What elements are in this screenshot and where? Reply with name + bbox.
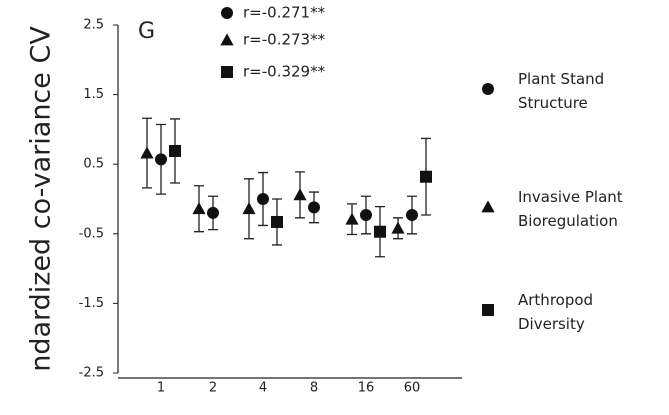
marker-square <box>169 144 181 157</box>
marker-circle <box>308 201 320 214</box>
y-tick-label: -0.5 <box>79 226 104 241</box>
annotation: r=-0.329** <box>243 63 326 81</box>
x-tick-label: 16 <box>358 381 375 396</box>
panel-label: G <box>138 19 155 44</box>
marker-square <box>420 170 432 183</box>
marker-square <box>271 215 283 228</box>
y-tick-label: -2.5 <box>79 366 104 381</box>
marker-triangle <box>293 188 307 201</box>
marker-triangle <box>345 212 359 225</box>
marker-circle <box>482 83 494 95</box>
annotation: r=-0.273** <box>243 31 326 49</box>
marker-square <box>221 66 233 78</box>
marker-triangle <box>242 202 256 215</box>
legend-entry: Plant Stand Structure <box>518 70 605 112</box>
marker-triangle <box>220 33 234 46</box>
marker-triangle <box>140 146 154 159</box>
marker-circle <box>257 193 269 205</box>
marker-triangle <box>391 221 405 234</box>
x-tick-label: 1 <box>157 381 165 396</box>
y-tick-label: 0.5 <box>83 157 104 172</box>
marker-triangle <box>481 200 495 213</box>
y-tick-label: 1.5 <box>83 87 104 102</box>
legend-entry: Arthropod Diversity <box>518 291 594 333</box>
marker-circle <box>221 7 233 19</box>
marker-square <box>482 304 494 316</box>
x-tick-label: 4 <box>259 381 267 396</box>
marker-triangle <box>192 202 206 215</box>
x-tick-label: 2 <box>209 381 217 396</box>
marker-circle <box>360 209 372 222</box>
marker-square <box>374 225 386 238</box>
marker-circle <box>406 209 418 222</box>
annotation: r=-0.271** <box>243 4 326 22</box>
x-tick-label: 8 <box>310 381 318 396</box>
y-tick-label: 2.5 <box>83 18 104 33</box>
marker-circle <box>155 153 167 166</box>
y-tick-label: -1.5 <box>79 296 104 311</box>
x-tick-label: 60 <box>404 381 421 396</box>
marker-circle <box>207 206 219 219</box>
y-axis-label: ndardized co-variance CV <box>26 26 57 372</box>
legend-entry: Invasive Plant Bioregulation <box>518 188 623 230</box>
